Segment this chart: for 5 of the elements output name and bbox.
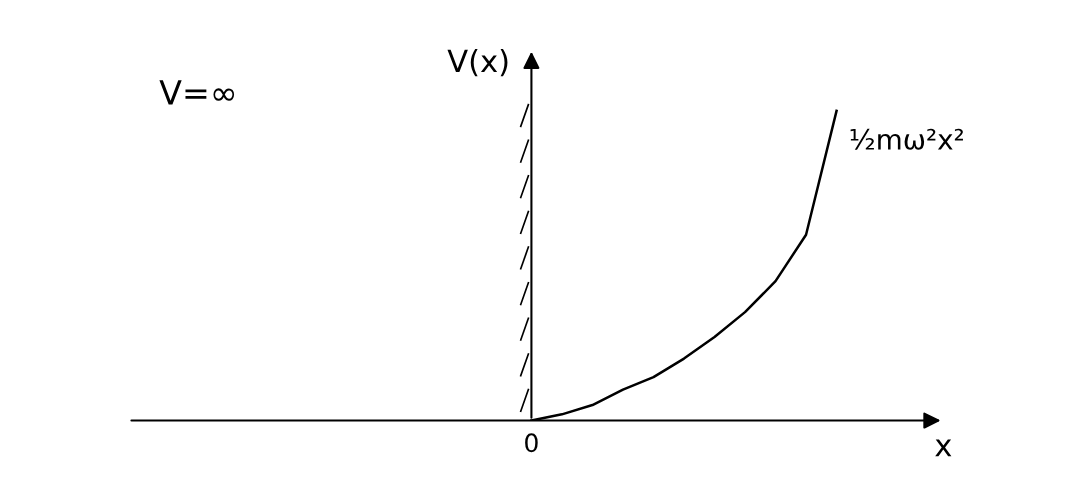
- x-axis-title: x: [935, 439, 952, 457]
- y-axis-title: V(x): [447, 48, 508, 77]
- text: 0: [525, 433, 538, 453]
- text: V=∞: [159, 80, 235, 105]
- annotation: ½mω²x²: [850, 128, 963, 150]
